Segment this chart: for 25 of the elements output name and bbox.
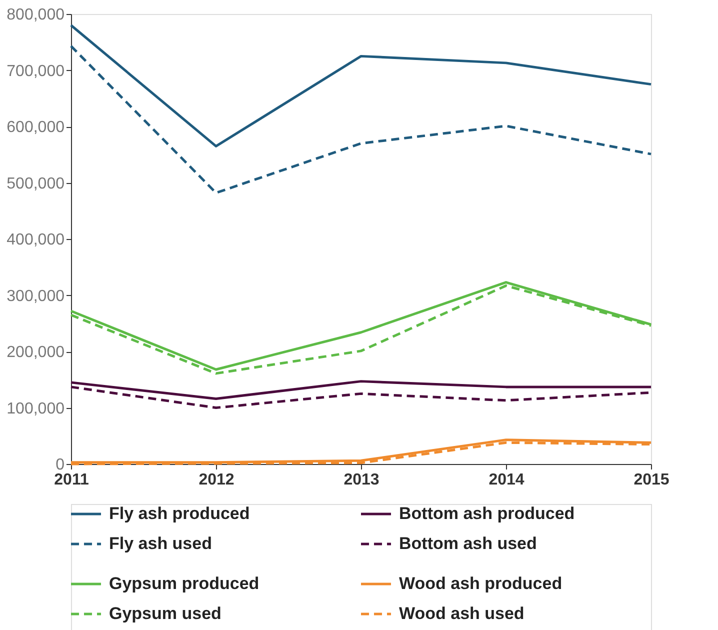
y-tick-label: 800,000 [6, 6, 65, 24]
legend-label: Wood ash produced [399, 574, 562, 593]
line-series [70, 44, 652, 194]
y-tick-label: 500,000 [6, 175, 65, 192]
x-tick-label: 2014 [488, 472, 524, 488]
legend-label: Bottom ash used [399, 534, 537, 553]
y-tick-label: 300,000 [6, 288, 65, 305]
y-tick-label: 700,000 [6, 62, 65, 80]
line-series [70, 24, 652, 148]
legend-label: Gypsum used [109, 604, 222, 623]
x-tick-label: 2013 [344, 472, 380, 488]
y-tick-label: 0 [56, 456, 65, 474]
x-tick-label: 2011 [54, 472, 89, 488]
legend-label: Fly ash used [109, 534, 212, 553]
legend-label: Gypsum produced [109, 574, 260, 593]
y-tick-label: 200,000 [6, 344, 65, 361]
x-tick-label: 2015 [634, 472, 670, 488]
line-series [70, 380, 652, 400]
y-tick-label: 100,000 [6, 400, 65, 418]
y-tick-label: 600,000 [6, 119, 65, 136]
legend-label: Wood ash used [399, 604, 524, 623]
y-tick-label: 400,000 [6, 232, 65, 248]
legend-label: Bottom ash produced [399, 504, 575, 523]
x-tick-label: 2012 [198, 472, 234, 488]
legend-label: Fly ash produced [109, 504, 250, 523]
